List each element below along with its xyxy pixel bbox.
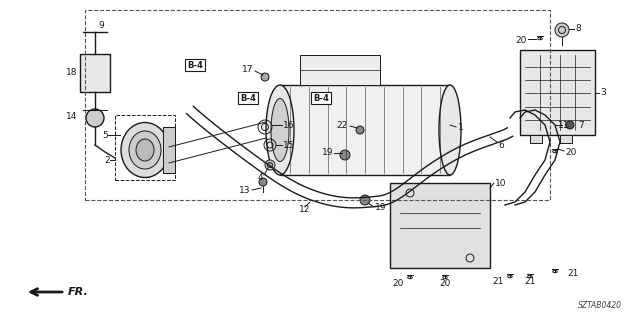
Text: 19: 19 <box>321 148 333 156</box>
Ellipse shape <box>340 150 350 160</box>
Text: 6: 6 <box>498 140 504 149</box>
Text: 17: 17 <box>241 65 253 74</box>
Ellipse shape <box>265 160 275 170</box>
Bar <box>530 135 542 143</box>
Ellipse shape <box>259 178 267 186</box>
Text: 5: 5 <box>102 131 108 140</box>
Text: B-4: B-4 <box>240 93 256 102</box>
Text: 11: 11 <box>558 121 570 130</box>
Bar <box>520 50 595 135</box>
Text: B-4: B-4 <box>313 93 329 102</box>
Text: 2: 2 <box>104 156 110 164</box>
Ellipse shape <box>268 163 273 167</box>
Text: 20: 20 <box>439 278 451 287</box>
Text: 8: 8 <box>575 23 580 33</box>
Text: 20: 20 <box>565 148 577 156</box>
Text: 19: 19 <box>375 204 387 212</box>
Ellipse shape <box>86 109 104 127</box>
Text: 13: 13 <box>239 186 250 195</box>
Text: 18: 18 <box>65 68 77 76</box>
Bar <box>115 115 175 180</box>
Ellipse shape <box>271 99 289 162</box>
Ellipse shape <box>555 23 569 37</box>
Text: 9: 9 <box>98 20 104 29</box>
Bar <box>80 54 110 92</box>
Ellipse shape <box>566 121 574 129</box>
Bar <box>280 85 450 175</box>
Bar <box>560 135 572 143</box>
Bar <box>300 55 380 85</box>
Ellipse shape <box>121 123 169 178</box>
Ellipse shape <box>266 85 294 175</box>
Bar <box>85 10 550 200</box>
Text: B-4: B-4 <box>187 60 203 69</box>
Text: 20: 20 <box>392 278 404 287</box>
Text: FR.: FR. <box>68 287 89 297</box>
Text: 12: 12 <box>300 205 310 214</box>
Text: 3: 3 <box>600 88 605 97</box>
Ellipse shape <box>261 73 269 81</box>
Bar <box>163 127 175 173</box>
Text: 21: 21 <box>567 268 579 277</box>
Text: 14: 14 <box>66 111 77 121</box>
Text: 4: 4 <box>257 172 263 181</box>
Text: 7: 7 <box>578 121 584 130</box>
Ellipse shape <box>439 85 461 175</box>
Text: 1: 1 <box>458 123 464 132</box>
Bar <box>390 183 490 268</box>
Text: 22: 22 <box>337 121 348 130</box>
Text: SZTAB0420: SZTAB0420 <box>578 301 622 310</box>
Text: 16: 16 <box>283 121 294 130</box>
Text: 15: 15 <box>283 140 294 149</box>
Text: 10: 10 <box>495 179 506 188</box>
Ellipse shape <box>360 195 370 205</box>
Ellipse shape <box>129 131 161 169</box>
Ellipse shape <box>136 139 154 161</box>
Text: 20: 20 <box>516 36 527 44</box>
Text: 21: 21 <box>524 277 536 286</box>
Ellipse shape <box>356 126 364 134</box>
Text: 21: 21 <box>492 277 504 286</box>
